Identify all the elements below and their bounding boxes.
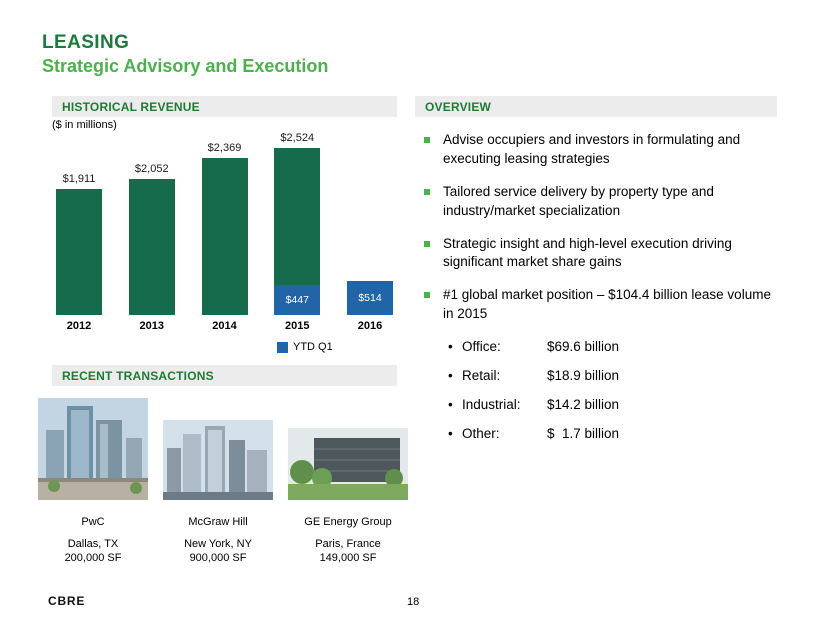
transaction-photo-pwc	[38, 398, 148, 500]
dot-bullet-icon: •	[448, 425, 453, 441]
bar-2015: $2,524 $447 2015	[272, 132, 322, 333]
transaction-size: 149,000 SF	[319, 552, 377, 564]
bar-stack: $514	[347, 281, 393, 315]
breakdown-value: $69.6 billion	[547, 339, 620, 355]
bar-segment-full-year	[201, 158, 248, 315]
bullet-square-icon	[424, 137, 430, 143]
page-number: 18	[407, 596, 420, 608]
slide-subtitle: Strategic Advisory and Execution	[42, 56, 329, 76]
transaction-card-mcgrawhill: McGraw Hill New York, NY 900,000 SF	[163, 398, 273, 564]
bar-2013: $2,052 2013	[127, 163, 177, 333]
city-photo-newyork-icon	[163, 420, 273, 500]
bar-value-label: $2,524	[280, 132, 315, 144]
breakdown-value: $14.2 billion	[547, 396, 620, 412]
bullet-square-icon	[424, 292, 430, 299]
bar-2012: $1,911 2012	[54, 173, 104, 333]
overview-bullet: Advise occupiers and investors in formul…	[415, 131, 777, 169]
bar-2016: $514 2016	[345, 265, 395, 333]
recent-transactions-header: RECENT TRANSACTIONS	[52, 365, 397, 386]
bullet-square-icon	[424, 188, 430, 195]
bar-stack	[201, 158, 248, 315]
transaction-size: 200,000 SF	[64, 552, 122, 564]
dot-bullet-icon: •	[448, 396, 453, 412]
transaction-location: Dallas, TX	[67, 538, 119, 550]
bar-segment-full-year	[56, 189, 102, 315]
bar-value-label: $2,052	[134, 163, 169, 175]
bar-stack	[56, 189, 102, 315]
lease-volume-breakdown: • Office: $69.6 billion • Retail: $18.9 …	[448, 338, 777, 444]
dot-bullet-icon: •	[448, 368, 453, 384]
transaction-photo-ge	[288, 398, 408, 500]
bar-value-label: $1,911	[62, 173, 96, 185]
city-photo-dallas-icon	[38, 398, 148, 500]
breakdown-label: Retail:	[462, 368, 501, 384]
bar-value-label: $2,369	[207, 142, 242, 154]
overview-bullet: Strategic insight and high-level executi…	[415, 235, 777, 273]
dot-bullet-icon: •	[448, 339, 453, 355]
transaction-size: 900,000 SF	[189, 552, 247, 564]
historical-revenue-section: HISTORICAL REVENUE ($ in millions) $1,91…	[38, 96, 408, 564]
bar-segment-full-year	[128, 179, 175, 315]
bullet-text: #1 global market position – $104.4 billi…	[443, 287, 771, 322]
breakdown-row-retail: • Retail: $18.9 billion	[448, 367, 777, 386]
bar-segment-full-year	[274, 148, 321, 285]
transaction-photo-mcgrawhill	[163, 398, 273, 500]
bar-year-label: 2012	[66, 320, 92, 332]
slide-title-block: LEASING Strategic Advisory and Execution	[42, 32, 328, 77]
cbre-logo: CBRE	[48, 594, 86, 608]
ytd-value-label: $447	[285, 294, 309, 306]
breakdown-value: $ 1.7 billion	[547, 425, 620, 441]
bar-stack	[128, 179, 175, 315]
breakdown-value: $18.9 billion	[547, 368, 620, 384]
overview-bullet-list: Advise occupiers and investors in formul…	[415, 131, 777, 324]
bar-year-label: 2015	[285, 320, 310, 332]
transaction-location: New York, NY	[184, 538, 252, 550]
revenue-bar-chart: $1,911 2012 $2,052 2013 $2,369 2014 $2,524 $447…	[52, 132, 397, 333]
historical-revenue-header: HISTORICAL REVENUE	[52, 96, 397, 117]
breakdown-label: Office:	[462, 339, 501, 355]
ytd-value-label: $514	[358, 292, 382, 304]
breakdown-label: Industrial:	[462, 396, 521, 412]
transaction-name: McGraw Hill	[188, 516, 248, 528]
transactions-row: PwC Dallas, TX 200,000 SF	[38, 398, 408, 564]
units-note: ($ in millions)	[52, 119, 117, 131]
bullet-square-icon	[424, 240, 430, 247]
overview-bullet: #1 global market position – $104.4 billi…	[415, 286, 777, 324]
transaction-name: PwC	[81, 516, 105, 528]
ytd-legend-label: YTD Q1	[293, 341, 333, 353]
city-photo-paris-icon	[288, 428, 408, 500]
transaction-location: Paris, France	[315, 538, 381, 550]
bar-segment-ytd: $447	[274, 285, 321, 315]
bar-year-label: 2013	[139, 320, 164, 332]
bullet-text: Advise occupiers and investors in formul…	[443, 132, 741, 166]
overview-bullet: Tailored service delivery by property ty…	[415, 183, 777, 221]
transaction-name: GE Energy Group	[304, 516, 392, 528]
bar-year-label: 2014	[212, 320, 237, 332]
transaction-card-ge: GE Energy Group Paris, France 149,000 SF	[288, 398, 408, 564]
bar-stack: $447	[274, 148, 321, 315]
breakdown-label: Other:	[462, 425, 500, 441]
slide-title: LEASING	[42, 32, 130, 53]
overview-header: OVERVIEW	[415, 96, 777, 117]
breakdown-row-other: • Other: $ 1.7 billion	[448, 425, 777, 444]
chart-legend: YTD Q1	[52, 341, 397, 353]
overview-section: OVERVIEW Advise occupiers and investors …	[415, 96, 777, 454]
bar-segment-ytd: $514	[347, 281, 393, 315]
bar-year-label: 2016	[357, 320, 383, 332]
transaction-card-pwc: PwC Dallas, TX 200,000 SF	[38, 398, 148, 564]
breakdown-row-industrial: • Industrial: $14.2 billion	[448, 396, 777, 415]
ytd-legend-swatch	[277, 341, 288, 353]
breakdown-row-office: • Office: $69.6 billion	[448, 338, 777, 357]
bullet-text: Strategic insight and high-level executi…	[443, 235, 732, 270]
bar-2014: $2,369 2014	[200, 142, 250, 333]
bullet-text: Tailored service delivery by property ty…	[443, 183, 714, 218]
